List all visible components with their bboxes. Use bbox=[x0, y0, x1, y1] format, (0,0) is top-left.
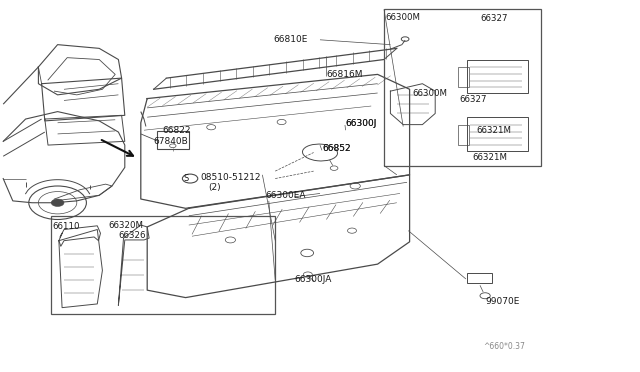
Text: 66300M: 66300M bbox=[413, 89, 448, 98]
Bar bbox=[458, 67, 469, 87]
Bar bbox=[467, 117, 528, 151]
Bar bbox=[51, 216, 275, 314]
Text: 66852: 66852 bbox=[322, 144, 351, 153]
Bar bbox=[157, 131, 189, 149]
Text: 66326: 66326 bbox=[118, 231, 146, 240]
Text: 66822: 66822 bbox=[163, 126, 191, 135]
Text: 66300JA: 66300JA bbox=[294, 275, 332, 284]
Text: 66852: 66852 bbox=[322, 144, 351, 153]
Text: 08510-51212: 08510-51212 bbox=[200, 173, 261, 182]
Text: 66320M: 66320M bbox=[109, 221, 144, 230]
Text: S: S bbox=[183, 174, 189, 183]
Bar bbox=[458, 125, 469, 145]
Text: 66300M: 66300M bbox=[385, 13, 420, 22]
Text: 66300EA: 66300EA bbox=[266, 191, 306, 200]
Text: 66321M: 66321M bbox=[477, 126, 512, 135]
Text: 66300J: 66300J bbox=[345, 119, 376, 128]
Text: 66321M: 66321M bbox=[472, 153, 508, 162]
Text: 66327: 66327 bbox=[480, 14, 508, 23]
Text: (2): (2) bbox=[209, 183, 221, 192]
Text: 66327: 66327 bbox=[460, 95, 487, 104]
Circle shape bbox=[51, 199, 64, 206]
Text: 66300J: 66300J bbox=[345, 119, 376, 128]
Text: 66816M: 66816M bbox=[326, 70, 363, 79]
Text: 66110: 66110 bbox=[52, 222, 80, 231]
Bar bbox=[467, 273, 492, 283]
Text: 66810E: 66810E bbox=[273, 35, 308, 44]
Text: 67840B: 67840B bbox=[154, 137, 188, 146]
Text: 99070E: 99070E bbox=[485, 297, 520, 306]
Bar bbox=[467, 60, 528, 93]
Bar bbox=[384, 9, 541, 166]
Text: ^660*0.37: ^660*0.37 bbox=[483, 342, 525, 351]
